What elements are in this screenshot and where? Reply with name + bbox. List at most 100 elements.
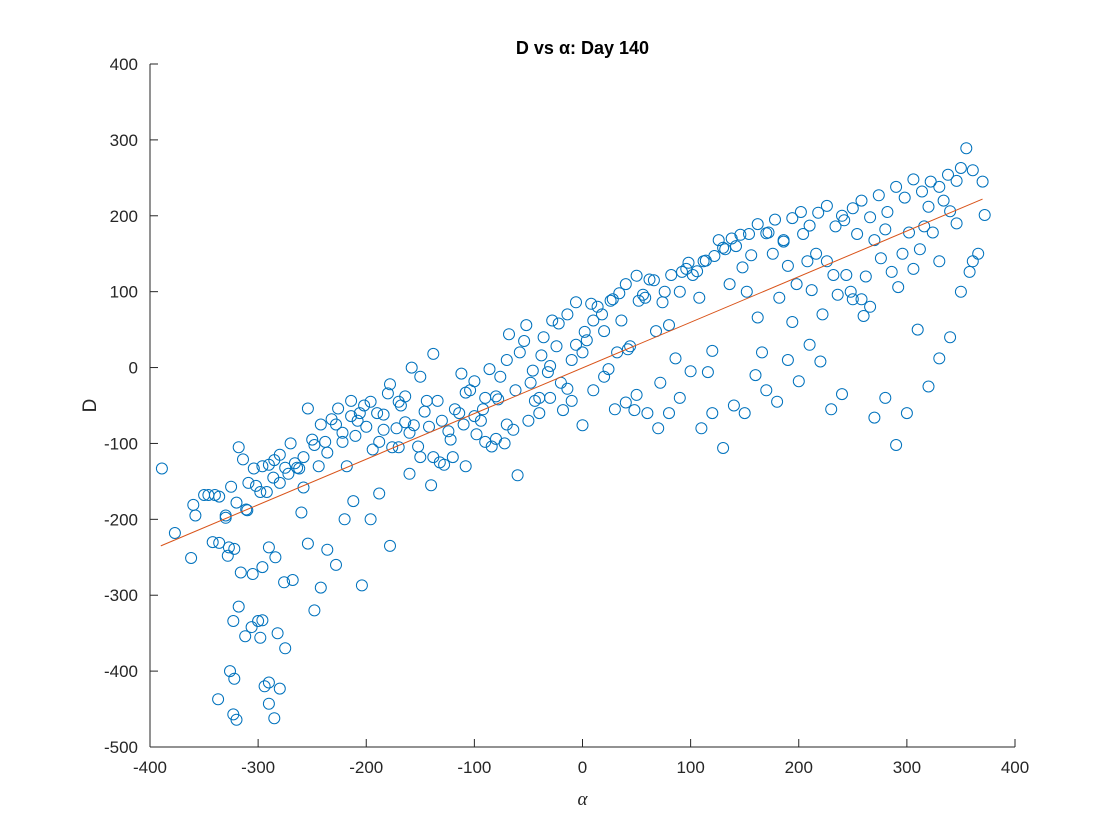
scatter-point	[371, 407, 384, 420]
scatter-point	[855, 293, 868, 306]
scatter-point	[892, 281, 905, 294]
scatter-point	[364, 395, 377, 408]
scatter-point	[743, 228, 755, 240]
scatter-point	[816, 308, 829, 321]
scatter-point	[212, 693, 225, 706]
scatter-point	[792, 375, 805, 388]
scatter-point	[222, 541, 235, 554]
scatter-point	[693, 291, 706, 304]
scatter-point	[587, 384, 600, 397]
scatter-point	[950, 217, 963, 230]
scatter-point	[271, 627, 284, 640]
chart-title: D vs α: Day 140	[516, 38, 649, 58]
scatter-point	[570, 296, 582, 309]
scatter-point	[725, 232, 738, 245]
scatter-point	[230, 496, 243, 509]
scatter-point	[900, 407, 913, 420]
x-tick-label: 400	[1001, 758, 1029, 777]
scatter-point	[855, 194, 868, 207]
scatter-point	[565, 354, 578, 366]
scatter-point	[330, 558, 342, 571]
scatter-point	[708, 250, 721, 262]
scatter-point	[922, 200, 935, 213]
scatter-point	[464, 384, 477, 397]
scatter-point	[814, 355, 827, 368]
scatter-point	[647, 274, 660, 287]
scatter-point	[639, 291, 652, 304]
scatter-point	[684, 365, 697, 378]
scatter-point	[535, 349, 548, 362]
scatter-point	[435, 414, 448, 427]
scatter-point	[403, 426, 416, 439]
plot-area	[150, 64, 1015, 747]
scatter-point	[552, 317, 565, 330]
scatter-point	[825, 403, 838, 416]
scatter-point	[868, 234, 881, 247]
scatter-point	[541, 366, 554, 379]
scatter-point	[537, 331, 550, 344]
scatter-point	[240, 503, 253, 516]
chart-marks	[155, 142, 991, 726]
scatter-point	[490, 390, 502, 403]
scatter-point	[453, 407, 466, 420]
scatter-point	[954, 162, 967, 174]
x-tick-label: -100	[457, 758, 491, 777]
scatter-point	[619, 278, 632, 291]
scatter-point	[676, 265, 688, 278]
scatter-point	[805, 284, 818, 297]
scatter-point	[219, 511, 232, 524]
y-tick-label: -500	[104, 738, 138, 757]
scatter-point	[890, 439, 903, 451]
y-tick-label: -100	[104, 434, 138, 453]
scatter-point	[262, 541, 275, 554]
scatter-point	[963, 265, 976, 278]
scatter-point	[351, 414, 364, 427]
scatter-point	[232, 600, 245, 613]
scatter-point	[624, 340, 637, 353]
scatter-point	[712, 234, 725, 247]
x-tick-label: 100	[676, 758, 704, 777]
scatter-point	[561, 308, 574, 321]
scatter-point	[960, 142, 973, 155]
scatter-point	[766, 247, 779, 260]
scatter-point	[242, 476, 255, 489]
scatter-point	[881, 206, 894, 218]
scatter-point	[797, 228, 810, 240]
scatter-point	[598, 370, 611, 383]
scatter-point	[879, 391, 892, 404]
fit-line	[160, 198, 983, 547]
scatter-point	[254, 486, 267, 498]
scatter-point	[972, 247, 985, 260]
y-tick-label: -400	[104, 662, 138, 681]
scatter-point	[745, 249, 758, 262]
scatter-point	[332, 402, 345, 415]
scatter-point	[498, 437, 511, 450]
scatter-point	[278, 576, 291, 589]
scatter-point	[347, 495, 360, 508]
scatter-point	[944, 205, 957, 218]
scatter-point	[314, 418, 327, 431]
scatter-point	[781, 259, 794, 272]
x-tick-label: 0	[578, 758, 587, 777]
scatter-point	[438, 458, 451, 471]
scatter-point	[314, 581, 327, 594]
scatter-point	[576, 346, 589, 359]
scatter-point	[570, 338, 582, 351]
scatter-point	[256, 561, 269, 574]
scatter-point	[412, 440, 425, 453]
scatter-point	[879, 223, 892, 236]
scatter-point	[269, 551, 282, 564]
scatter-point	[213, 536, 226, 549]
scatter-point	[336, 426, 349, 439]
scatter-point	[225, 480, 238, 493]
scatter-point	[602, 363, 615, 376]
scatter-point	[885, 265, 898, 278]
scatter-point	[544, 360, 557, 372]
scatter-point	[518, 335, 531, 347]
scatter-point	[630, 269, 643, 282]
scatter-point	[444, 433, 457, 446]
scatter-point	[695, 422, 708, 435]
scatter-point	[224, 665, 236, 678]
x-tick-label: -300	[241, 758, 275, 777]
scatter-point	[345, 394, 358, 407]
